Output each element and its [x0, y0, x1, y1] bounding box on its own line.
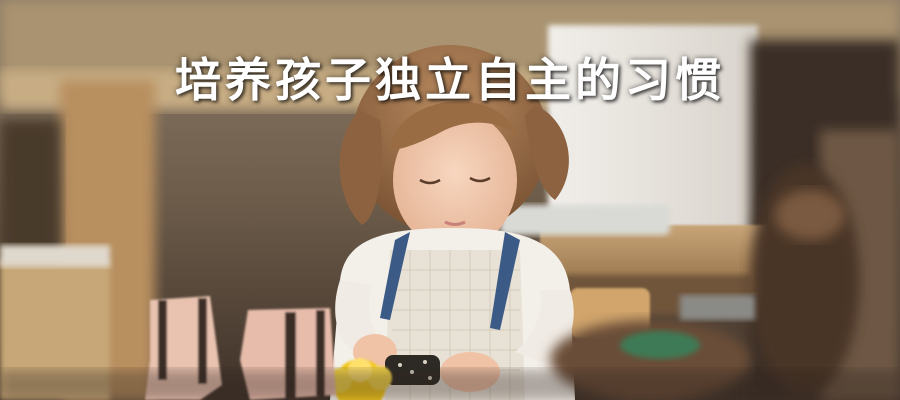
headline-title: 培养孩子独立自主的习惯	[175, 53, 725, 107]
